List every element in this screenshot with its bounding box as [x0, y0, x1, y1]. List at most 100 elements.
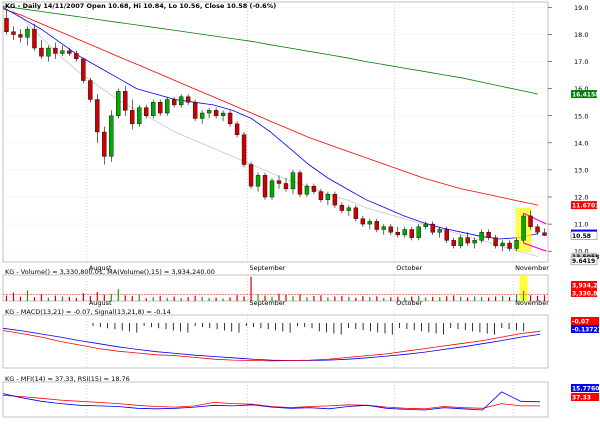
candle-body	[269, 180, 275, 198]
candle-body	[164, 99, 170, 114]
volume-badge-bg	[571, 281, 597, 289]
price-tick-label: 17.0	[574, 58, 588, 66]
candle-body	[360, 218, 366, 225]
candle-body	[88, 80, 93, 100]
candle-body	[514, 240, 519, 249]
candle-body	[185, 96, 191, 103]
price-ma-line-1	[2, 5, 539, 95]
price-tick-label: 13.0	[574, 166, 588, 174]
candle-body	[213, 110, 219, 116]
candle-body	[416, 226, 421, 238]
price-title: KG - Daily 14/11/2007 Open 10.68, Hi 10.…	[5, 2, 276, 10]
series-layer	[2, 1, 548, 411]
volume-badge-bg	[571, 289, 597, 297]
candle-body	[137, 107, 142, 125]
price-tick-label: 19.0	[574, 4, 588, 12]
candle-body	[199, 112, 205, 119]
channel-line-lower	[523, 242, 547, 252]
month-label-price: August	[89, 264, 112, 272]
candle-body	[535, 226, 540, 233]
candle-body	[395, 232, 400, 236]
candle-body	[220, 112, 226, 116]
candle-body	[25, 28, 30, 38]
candle-body	[262, 175, 268, 198]
candle-body	[74, 53, 79, 60]
candle-body	[430, 223, 435, 233]
candle-body	[311, 185, 317, 192]
candle-body	[402, 229, 407, 236]
candle-body	[255, 175, 261, 187]
volume-badge-label: 3,934,240	[572, 282, 600, 289]
volume-badge-label: 3,330,800	[572, 290, 600, 297]
price-extra-badge-label: 9.6419	[572, 258, 595, 265]
candle-body	[116, 91, 121, 116]
month-label-volume: October	[396, 299, 422, 307]
macd-badge-bg	[571, 325, 599, 333]
month-label-price: October	[396, 264, 422, 272]
mfi-badge-bg	[571, 384, 599, 392]
candle-body	[290, 172, 296, 190]
candle-body	[95, 99, 100, 133]
candle-body	[451, 240, 456, 246]
candle-body	[81, 58, 86, 81]
month-label-price: September	[250, 264, 286, 272]
candle-body	[500, 242, 505, 246]
candle-body	[227, 112, 233, 125]
macd-badge-bg	[571, 317, 599, 325]
candle-body	[507, 242, 512, 249]
candle-body	[151, 102, 156, 116]
candle-body	[60, 50, 65, 54]
candle-body	[109, 115, 114, 157]
candle-body	[346, 207, 352, 211]
candle-body	[367, 221, 373, 225]
mfi-rsi-title: KG - MFI(14) = 37.33, RSI(15) = 18.76	[5, 375, 130, 383]
macd-badge-label: -0.07	[572, 318, 589, 325]
candle-body	[32, 28, 37, 49]
price-tick-label: 18.0	[574, 31, 588, 39]
candle-body	[423, 223, 428, 227]
price-ma-line-2	[2, 8, 539, 206]
price-extra-badge-label: 10.58	[572, 233, 591, 240]
mfi-badge-label: 15.7760	[572, 385, 599, 392]
candle-body	[444, 229, 449, 241]
price-badge-bg	[571, 252, 597, 261]
volume-highlight	[519, 275, 528, 301]
mfi-badge-bg	[571, 393, 599, 401]
mfi-badge-label: 37.33	[572, 394, 591, 401]
candle-body	[234, 123, 240, 135]
mfi-line	[2, 391, 541, 411]
candle-body	[39, 47, 44, 57]
candle-body	[192, 102, 198, 119]
price-tick-label: 11.0	[574, 221, 588, 229]
panel-frame-macd	[2, 314, 549, 369]
candle-body	[353, 207, 359, 219]
month-label-volume: September	[250, 299, 286, 307]
candle-body	[102, 131, 107, 157]
candle-body	[4, 18, 9, 32]
candle-body	[521, 215, 526, 241]
candle-body	[241, 134, 247, 165]
candle-body	[486, 232, 491, 238]
month-label-volume: November	[515, 299, 549, 307]
candle-body	[144, 107, 149, 116]
candle-body	[130, 110, 135, 125]
candle-body	[283, 183, 289, 190]
price-badge-bg	[571, 90, 597, 99]
rsi-line	[2, 395, 540, 410]
panel-frame-price	[2, 1, 549, 263]
candle-body	[248, 164, 254, 187]
candle-body	[374, 221, 380, 230]
price-tick-label: 14.0	[574, 139, 588, 147]
candle-body	[458, 237, 463, 246]
candle-body	[18, 34, 23, 38]
candle-body	[388, 226, 393, 233]
candle-body	[339, 204, 345, 211]
candle-body	[472, 240, 477, 244]
candle-body	[206, 110, 212, 114]
price-badge-bg	[571, 201, 597, 210]
channel-line-upper	[523, 212, 547, 225]
candle-body	[437, 229, 442, 233]
price-badge-label: 11.6701	[572, 202, 599, 209]
candle-body	[381, 226, 387, 230]
